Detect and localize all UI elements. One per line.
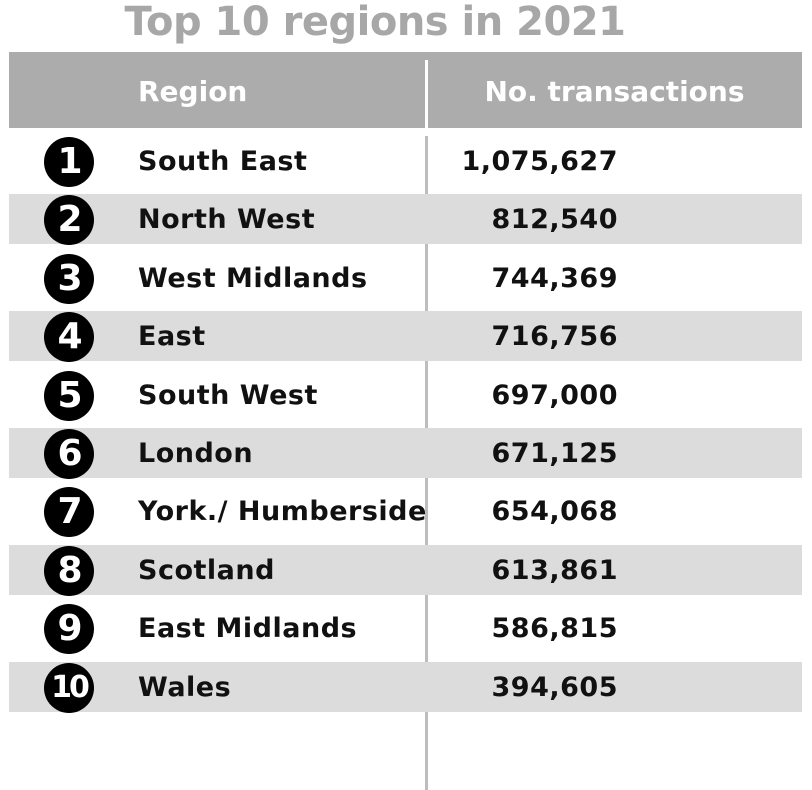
rank-badge: 1 <box>44 137 94 187</box>
region-name: East Midlands <box>138 613 358 645</box>
table-row: 6 London 671,125 <box>9 420 802 479</box>
region-name: York./ Humberside <box>138 496 427 528</box>
table-row: 2 North West 812,540 <box>9 186 802 246</box>
table-row: 5 South West 697,000 <box>9 362 802 421</box>
region-column-header: Region <box>138 75 248 108</box>
header-divider <box>425 60 428 128</box>
transactions-value: 716,756 <box>491 321 618 353</box>
region-name: East <box>138 321 206 353</box>
transactions-column-header: No. transactions <box>484 75 745 108</box>
row-band <box>9 194 802 245</box>
transactions-value: 654,068 <box>491 496 618 528</box>
rank-badge: 7 <box>44 487 94 538</box>
rank-badge: 5 <box>44 370 94 421</box>
regions-table: Region No. transactions 1 South East 1,075… <box>9 52 802 790</box>
transactions-value: 812,540 <box>491 204 618 236</box>
row-band <box>9 311 802 362</box>
table-row: 8 Scotland 613,861 <box>9 537 802 596</box>
region-name: South West <box>138 379 318 411</box>
rank-badge: 10 <box>44 662 94 713</box>
transactions-value: 394,605 <box>491 671 618 703</box>
rank-badge: 2 <box>44 195 94 246</box>
rank-badge: 9 <box>44 604 94 655</box>
transactions-value: 1,075,627 <box>461 146 618 177</box>
table-header: Region No. transactions <box>9 52 802 128</box>
table-row: 3 West Midlands 744,369 <box>9 245 802 304</box>
transactions-value: 613,861 <box>491 554 618 586</box>
transactions-value: 586,815 <box>491 613 618 645</box>
table-row: 1 South East 1,075,627 <box>9 128 802 187</box>
rank-badge: 4 <box>44 312 94 363</box>
rank-badge: 8 <box>44 545 94 596</box>
transactions-value: 744,369 <box>491 262 618 294</box>
region-name: South East <box>138 146 308 177</box>
transactions-value: 697,000 <box>491 379 618 411</box>
region-name: North West <box>138 204 316 236</box>
rank-badge: 3 <box>44 253 94 304</box>
rank-badge: 6 <box>44 428 94 479</box>
table-row: 9 East Midlands 586,815 <box>9 595 802 655</box>
row-band <box>9 661 802 712</box>
region-name: London <box>138 437 254 469</box>
table-body: 1 South East 1,075,627 2 North West 812,540 3 W… <box>9 128 802 790</box>
row-band <box>9 544 802 595</box>
region-name: Scotland <box>138 554 275 586</box>
table-row: 10 Wales 394,605 <box>9 654 802 713</box>
row-band <box>9 427 802 478</box>
chart-title: Top 10 regions in 2021 <box>124 0 626 45</box>
transactions-value: 671,125 <box>491 437 618 469</box>
region-name: Wales <box>138 671 232 703</box>
region-name: West Midlands <box>138 262 368 294</box>
table-row: 4 East 716,756 <box>9 303 802 363</box>
table-row: 7 York./ Humberside 654,068 <box>9 478 802 538</box>
